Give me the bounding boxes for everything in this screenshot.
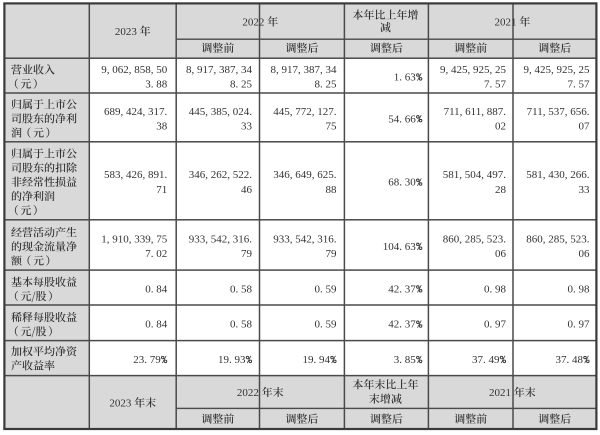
svg-text:71: 71 [156, 184, 167, 196]
svg-text:46: 46 [241, 184, 253, 196]
svg-text:8, 917, 387, 34: 8, 917, 387, 34 [186, 64, 253, 76]
svg-text:581, 504, 497.: 581, 504, 497. [443, 169, 507, 181]
svg-text:06: 06 [495, 248, 507, 260]
svg-text:7. 57: 7. 57 [568, 79, 591, 91]
svg-text:54. 66: 54. 66 [388, 113, 416, 125]
svg-text:3. 88: 3. 88 [145, 79, 168, 91]
svg-text:19. 94: 19. 94 [303, 354, 331, 366]
svg-text:2022: 2022 [237, 387, 259, 399]
svg-text:711, 537, 656.: 711, 537, 656. [527, 106, 590, 118]
svg-text:8, 917, 387, 34: 8, 917, 387, 34 [271, 64, 338, 76]
svg-text:2021: 2021 [495, 17, 517, 29]
svg-text:75: 75 [326, 120, 338, 132]
svg-text:06: 06 [579, 248, 591, 260]
svg-text:0. 59: 0. 59 [315, 319, 338, 331]
svg-text:42. 37: 42. 37 [388, 283, 416, 295]
svg-text:42. 37: 42. 37 [388, 319, 416, 331]
svg-text:02: 02 [495, 120, 506, 132]
svg-text:1. 63: 1. 63 [394, 72, 417, 84]
svg-text:38: 38 [156, 120, 168, 132]
svg-text:0. 84: 0. 84 [145, 283, 168, 295]
svg-text:0. 59: 0. 59 [315, 283, 338, 295]
svg-text:79: 79 [326, 248, 338, 260]
svg-text:711, 611, 887.: 711, 611, 887. [444, 106, 507, 118]
svg-text:0. 97: 0. 97 [484, 319, 507, 331]
svg-text:0. 84: 0. 84 [145, 319, 168, 331]
svg-text:2023: 2023 [115, 26, 138, 38]
svg-text:0. 98: 0. 98 [568, 283, 591, 295]
svg-text:23. 79: 23. 79 [133, 354, 161, 366]
svg-text:88: 88 [326, 184, 338, 196]
svg-text:19. 93: 19. 93 [218, 354, 246, 366]
svg-text:445, 385, 024.: 445, 385, 024. [189, 106, 253, 118]
svg-text:1, 910, 339, 75: 1, 910, 339, 75 [101, 233, 168, 245]
svg-text:346, 262, 522.: 346, 262, 522. [189, 169, 253, 181]
svg-text:2022: 2022 [242, 17, 264, 29]
svg-text:860, 285, 523.: 860, 285, 523. [526, 233, 590, 245]
svg-text:346, 649, 625.: 346, 649, 625. [273, 169, 337, 181]
svg-text:445, 772, 127.: 445, 772, 127. [273, 106, 337, 118]
svg-text:0. 97: 0. 97 [568, 319, 591, 331]
svg-text:68. 30: 68. 30 [388, 177, 416, 189]
svg-text:28: 28 [495, 184, 507, 196]
svg-text:33: 33 [579, 184, 591, 196]
svg-text:9, 425, 925, 25: 9, 425, 925, 25 [524, 64, 591, 76]
svg-text:860, 285, 523.: 860, 285, 523. [443, 233, 507, 245]
svg-text:0. 58: 0. 58 [230, 283, 253, 295]
svg-text:9, 425, 925, 25: 9, 425, 925, 25 [440, 64, 507, 76]
svg-text:933, 542, 316.: 933, 542, 316. [189, 233, 253, 245]
svg-text:07: 07 [579, 120, 591, 132]
svg-text:79: 79 [241, 248, 253, 260]
svg-text:8. 25: 8. 25 [315, 79, 338, 91]
svg-text:8. 25: 8. 25 [230, 79, 253, 91]
svg-text:7. 02: 7. 02 [145, 248, 167, 260]
svg-text:9, 062, 858, 50: 9, 062, 858, 50 [101, 64, 168, 76]
svg-text:689, 424, 317.: 689, 424, 317. [104, 106, 168, 118]
svg-text:0. 58: 0. 58 [230, 319, 253, 331]
svg-text:3. 85: 3. 85 [394, 354, 417, 366]
svg-text:2023: 2023 [109, 398, 132, 410]
svg-text:33: 33 [241, 120, 253, 132]
svg-text:583, 426, 891.: 583, 426, 891. [104, 169, 168, 181]
svg-text:37. 49: 37. 49 [472, 354, 500, 366]
svg-text:933, 542, 316.: 933, 542, 316. [273, 233, 337, 245]
svg-text:104. 63: 104. 63 [383, 241, 417, 253]
svg-text:37. 48: 37. 48 [556, 354, 584, 366]
svg-text:7. 57: 7. 57 [484, 79, 507, 91]
svg-text:2021: 2021 [489, 387, 511, 399]
svg-text:581, 430, 266.: 581, 430, 266. [526, 169, 590, 181]
svg-text:0. 98: 0. 98 [484, 283, 507, 295]
